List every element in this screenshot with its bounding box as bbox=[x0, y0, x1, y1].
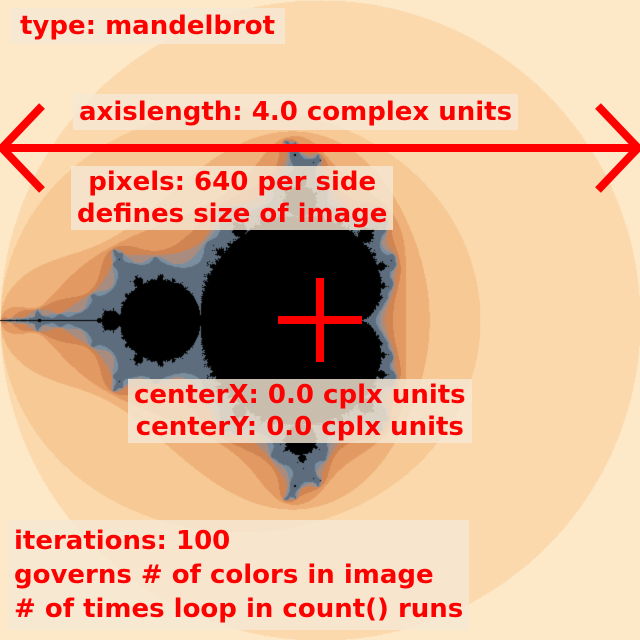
center-x-label: centerX: 0.0 cplx units bbox=[134, 380, 466, 410]
iterations-label: iterations: 100 governs # of colors in i… bbox=[8, 520, 470, 630]
iterations-label-line-2: governs # of colors in image bbox=[14, 560, 434, 590]
center-label: centerX: 0.0 cplx units centerY: 0.0 cpl… bbox=[128, 379, 472, 443]
pixels-label-line-2: defines size of image bbox=[77, 199, 388, 229]
pixels-label-line-1: pixels: 640 per side bbox=[88, 167, 377, 197]
center-y-label: centerY: 0.0 cplx units bbox=[135, 412, 464, 442]
iterations-label-line-3: # of times loop in count() runs bbox=[14, 594, 464, 624]
type-label: type: mandelbrot bbox=[10, 8, 286, 44]
pixels-label: pixels: 640 per side defines size of ima… bbox=[71, 166, 394, 230]
iterations-label-line-1: iterations: 100 bbox=[14, 526, 231, 556]
axis-length-label: axislength: 4.0 complex units bbox=[73, 94, 519, 130]
